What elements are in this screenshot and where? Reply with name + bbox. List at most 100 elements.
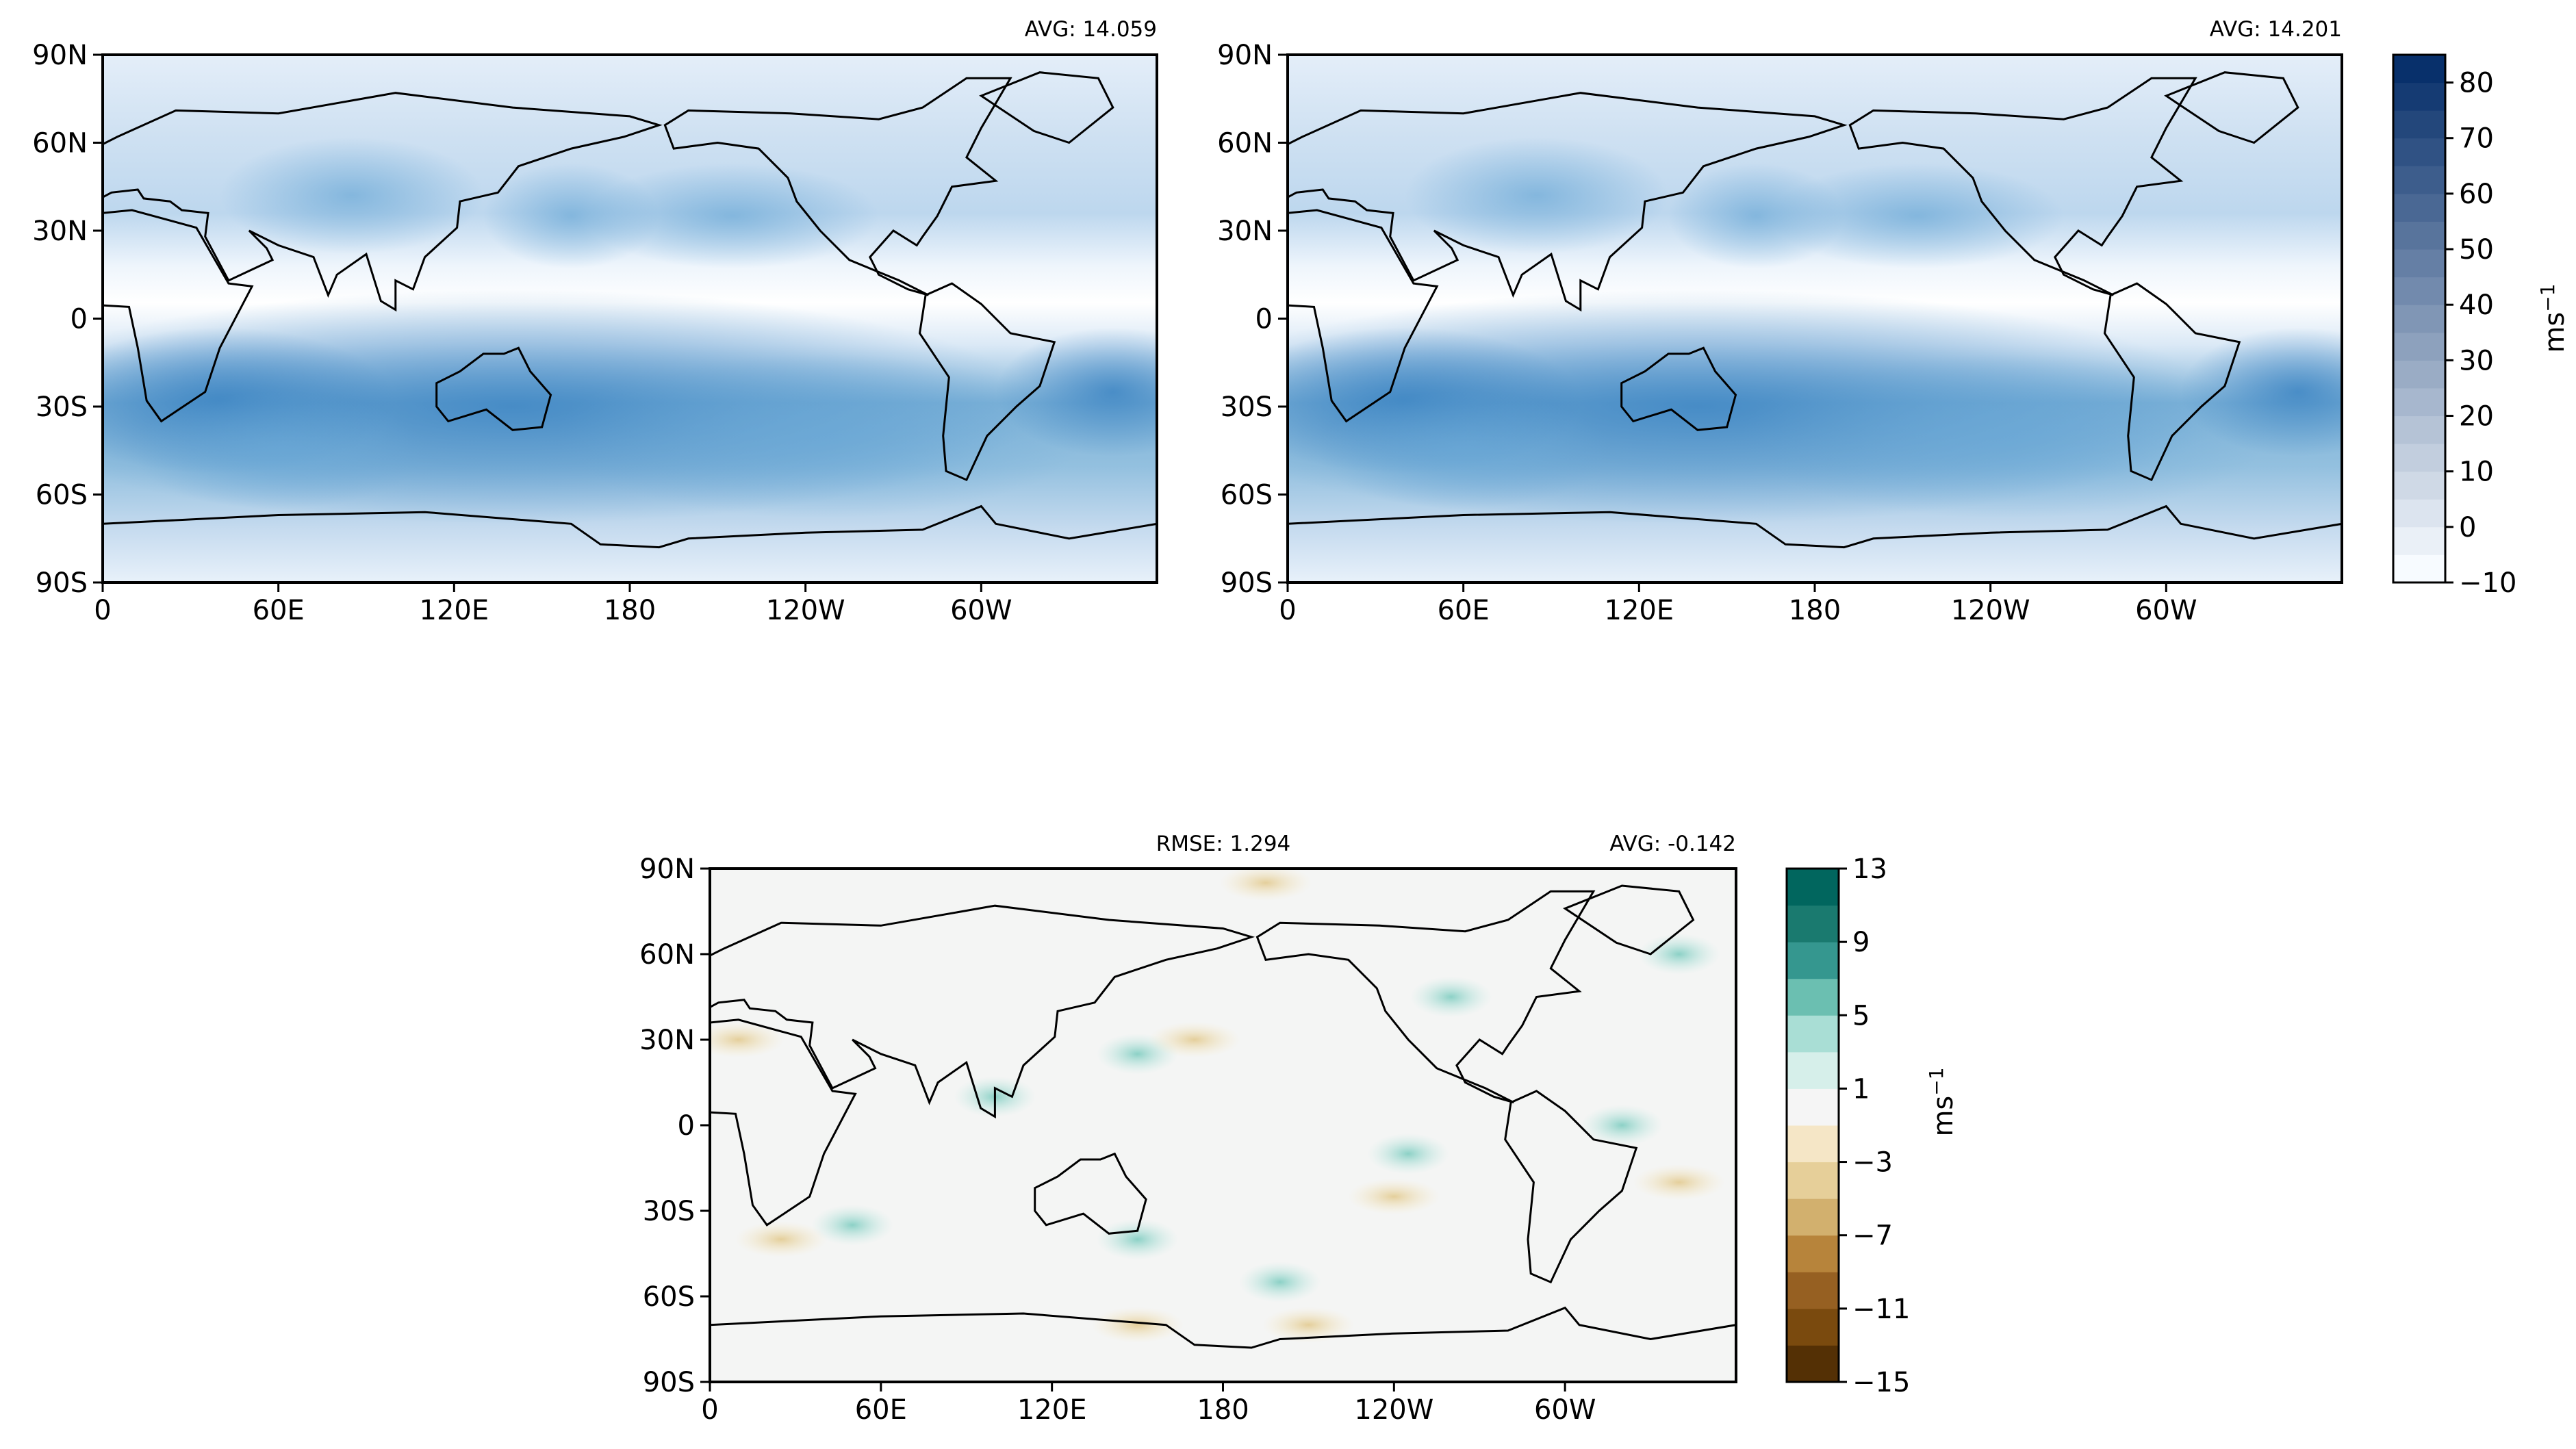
colorbar-band (1787, 905, 1839, 943)
colorbar-band (1787, 1015, 1839, 1053)
y-tick-label: 0 (678, 1110, 695, 1142)
y-tick-label: 30S (36, 392, 88, 423)
colorbar-band (2393, 55, 2445, 84)
positive-anomaly-5 (1367, 1133, 1450, 1175)
x-tick-label: 0 (1279, 595, 1296, 626)
colorbar-tick-label: −3 (1852, 1147, 1893, 1179)
x-tick-label: 0 (701, 1394, 718, 1426)
y-tick-label: 0 (1255, 304, 1273, 335)
colorbar-tick-label: 80 (2459, 68, 2494, 99)
negative-anomaly-4 (1262, 1307, 1355, 1343)
negative-anomaly-2 (735, 1221, 828, 1257)
x-tick-label: 120E (420, 595, 489, 626)
y-tick-label: 60N (639, 939, 695, 971)
colorbar-band (2393, 193, 2445, 222)
coastline-antarctica (710, 1306, 1736, 1382)
x-tick-label: 180 (1197, 1394, 1249, 1426)
y-tick-label: 30N (32, 216, 88, 247)
avg-label-difference: AVG: -0.142 (1609, 832, 1736, 856)
colorbar-band (1787, 1088, 1839, 1126)
colorbar-band (2393, 415, 2445, 444)
colorbar-tick-label: 5 (1852, 1000, 1870, 1031)
y-tick-label: 90N (1217, 40, 1273, 71)
coastline-australia (1034, 1152, 1147, 1235)
colorbar-band (1787, 942, 1839, 979)
x-tick-label: 120W (766, 595, 845, 626)
colorbar-tick-label: 10 (2459, 457, 2494, 488)
colorbar-band (2393, 221, 2445, 250)
coastline-africa (710, 1018, 857, 1227)
y-tick-label: 30N (1217, 216, 1273, 247)
coastline-south-america (918, 282, 1056, 482)
y-tick-label: 30S (1221, 392, 1273, 423)
coastline-antarctica (1288, 504, 2342, 582)
coastline-europe-asia (1288, 92, 1848, 312)
colorbar-band (2393, 249, 2445, 278)
colorbar-band (1787, 1162, 1839, 1199)
colorbar-tick-label: 70 (2459, 123, 2494, 155)
colorbar-band (2393, 82, 2445, 111)
colorbar-band (1787, 1198, 1839, 1236)
coastline-south-america (1504, 1090, 1638, 1284)
coastline-australia (1620, 346, 1737, 431)
jet-feature-top-left-5 (220, 136, 484, 255)
colorbar-band (2393, 387, 2445, 417)
avg-label-top-right: AVG: 14.201 (2210, 17, 2342, 42)
rmse-label-difference: RMSE: 1.294 (1156, 832, 1291, 856)
colorbar-unit-bottom: ms−1 (1925, 1067, 1959, 1136)
colorbar-tick-label: 9 (1852, 927, 1870, 958)
y-tick-label: 30N (639, 1025, 695, 1056)
coastline-antarctica (103, 504, 1157, 582)
negative-anomaly-3 (1091, 1307, 1184, 1343)
x-tick-label: 60E (1438, 595, 1490, 626)
positive-anomaly-7 (1410, 976, 1492, 1018)
colorbar-band (2393, 332, 2445, 361)
jet-feature-top-left-7 (483, 163, 659, 269)
colorbar-wind-speed: 80 70 60 50 40 30 20 10 0 −10 (2392, 53, 2516, 599)
map-panel-difference: 0 60E 120E 180 120W 60W 90N 60N 30N 0 30S 60S 90S (639, 854, 1737, 1426)
coastline-north-america (1848, 77, 2197, 296)
y-tick-label: 90S (643, 1367, 695, 1398)
colorbar-tick-label: −10 (2459, 567, 2516, 599)
colorbar-frame (2392, 53, 2447, 584)
colorbar-frame (1785, 867, 1840, 1383)
x-tick-label: 120W (1354, 1394, 1433, 1426)
jet-feature-top-left-2 (557, 353, 1084, 518)
y-tick-label: 90S (1221, 567, 1273, 599)
coastline-south-america (2103, 282, 2241, 482)
negative-anomaly-1 (1148, 1021, 1241, 1058)
positive-anomaly-4 (1238, 1261, 1321, 1303)
x-tick-label: 120W (1951, 595, 2030, 626)
colorbar-band (2393, 499, 2445, 528)
y-tick-label: 90S (36, 567, 88, 599)
coastline-north-america (1255, 890, 1596, 1104)
coastline-europe-asia (103, 92, 663, 312)
x-tick-label: 120E (1605, 595, 1674, 626)
x-tick-label: 60E (855, 1394, 907, 1426)
jet-feature-top-right-3 (2180, 327, 2342, 457)
negative-anomaly-5 (1633, 1164, 1726, 1201)
positive-anomaly-6 (1581, 1105, 1663, 1146)
coastline-europe-asia (710, 904, 1255, 1119)
colorbar-band (1787, 1235, 1839, 1272)
jet-feature-top-left-4 (131, 392, 425, 509)
jet-feature-top-left-3 (995, 327, 1157, 457)
y-tick-label: 90N (32, 40, 88, 71)
map-panel-top-left: 0 60E 120E 180 120W 60W 90N 60N 30N 0 30S 60S 90S (32, 40, 1158, 626)
jet-feature-top-right-4 (1316, 392, 1610, 509)
colorbar-band (2393, 305, 2445, 333)
colorbar-band (2393, 110, 2445, 139)
negative-anomaly-0 (710, 1021, 785, 1058)
x-tick-label: 180 (1789, 595, 1841, 626)
colorbar-band (2393, 526, 2445, 555)
y-tick-label: 60S (1221, 480, 1273, 511)
colorbar-tick-label: 20 (2459, 401, 2494, 433)
map-panel-top-right: 0 60E 120E 180 120W 60W 90N 60N 30N 0 30S 60S 90S (1217, 40, 2343, 626)
positive-anomaly-8 (1637, 934, 1720, 975)
colorbar-difference: 13 9 5 1 −3 −7 −11 −15 (1785, 854, 1910, 1398)
y-tick-label: 90N (639, 854, 695, 885)
colorbar-band (2393, 471, 2445, 500)
coastline-africa (103, 209, 254, 423)
y-tick-label: 0 (71, 304, 88, 335)
